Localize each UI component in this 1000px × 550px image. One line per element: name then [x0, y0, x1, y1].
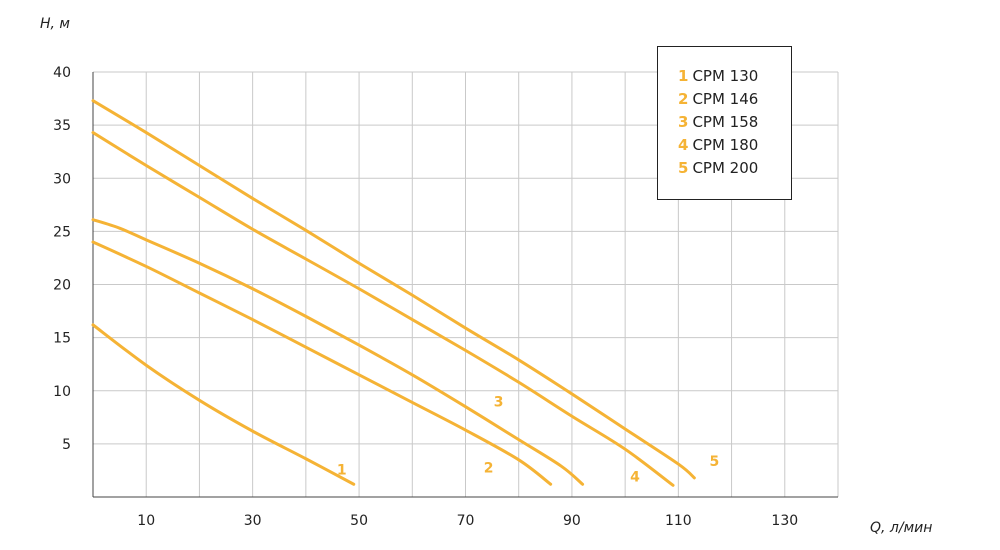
x-tick-label: 30	[244, 513, 262, 529]
x-axis-label: Q, л/мин	[870, 520, 932, 536]
legend-number: 3	[678, 113, 689, 131]
legend-item: 5 CPM 200	[678, 157, 791, 180]
axes	[92, 72, 838, 498]
legend-item: 1 CPM 130	[678, 65, 791, 88]
legend: 1 CPM 130 2 CPM 146 3 CPM 158 4 CPM 180 5 CPM…	[657, 46, 792, 200]
series-labels: 1 2 3 4 5	[337, 394, 719, 485]
legend-label: CPM 200	[692, 159, 759, 177]
series-label-2: 2	[484, 460, 494, 476]
legend-item: 3 CPM 158	[678, 111, 791, 134]
legend-label: CPM 158	[692, 113, 759, 131]
series-line-2	[91, 240, 553, 486]
series-label-3: 3	[494, 394, 504, 410]
legend-label: CPM 130	[692, 67, 759, 85]
y-axis-label: H, м	[40, 16, 70, 32]
legend-label: CPM 146	[692, 90, 759, 108]
series-line-3	[91, 218, 585, 486]
y-tick-label: 40	[53, 65, 71, 81]
y-tick-label: 20	[53, 278, 71, 294]
legend-item: 2 CPM 146	[678, 88, 791, 111]
y-tick-label: 30	[53, 171, 71, 187]
legend-number: 4	[678, 136, 689, 154]
series-curves	[91, 99, 696, 487]
x-tick-label: 10	[137, 513, 155, 529]
series-label-4: 4	[630, 469, 640, 485]
x-tick-label: 50	[350, 513, 368, 529]
x-tick-label: 70	[457, 513, 475, 529]
y-tick-label: 35	[53, 118, 71, 134]
series-label-1: 1	[337, 462, 347, 478]
series-line-1	[91, 323, 356, 486]
legend-number: 5	[678, 159, 689, 177]
legend-number: 1	[678, 67, 689, 85]
x-tick-label: 110	[665, 513, 692, 529]
series-line-4	[91, 131, 675, 487]
y-tick-label: 10	[53, 384, 71, 400]
y-tick-label: 15	[53, 331, 71, 347]
series-line-5	[91, 99, 696, 480]
legend-item: 4 CPM 180	[678, 134, 791, 157]
y-tick-label: 25	[53, 224, 71, 240]
y-tick-label: 5	[62, 437, 71, 453]
x-tick-label: 90	[563, 513, 581, 529]
legend-number: 2	[678, 90, 689, 108]
legend-label: CPM 180	[692, 136, 759, 154]
x-tick-label: 130	[771, 513, 798, 529]
series-label-5: 5	[709, 454, 719, 470]
